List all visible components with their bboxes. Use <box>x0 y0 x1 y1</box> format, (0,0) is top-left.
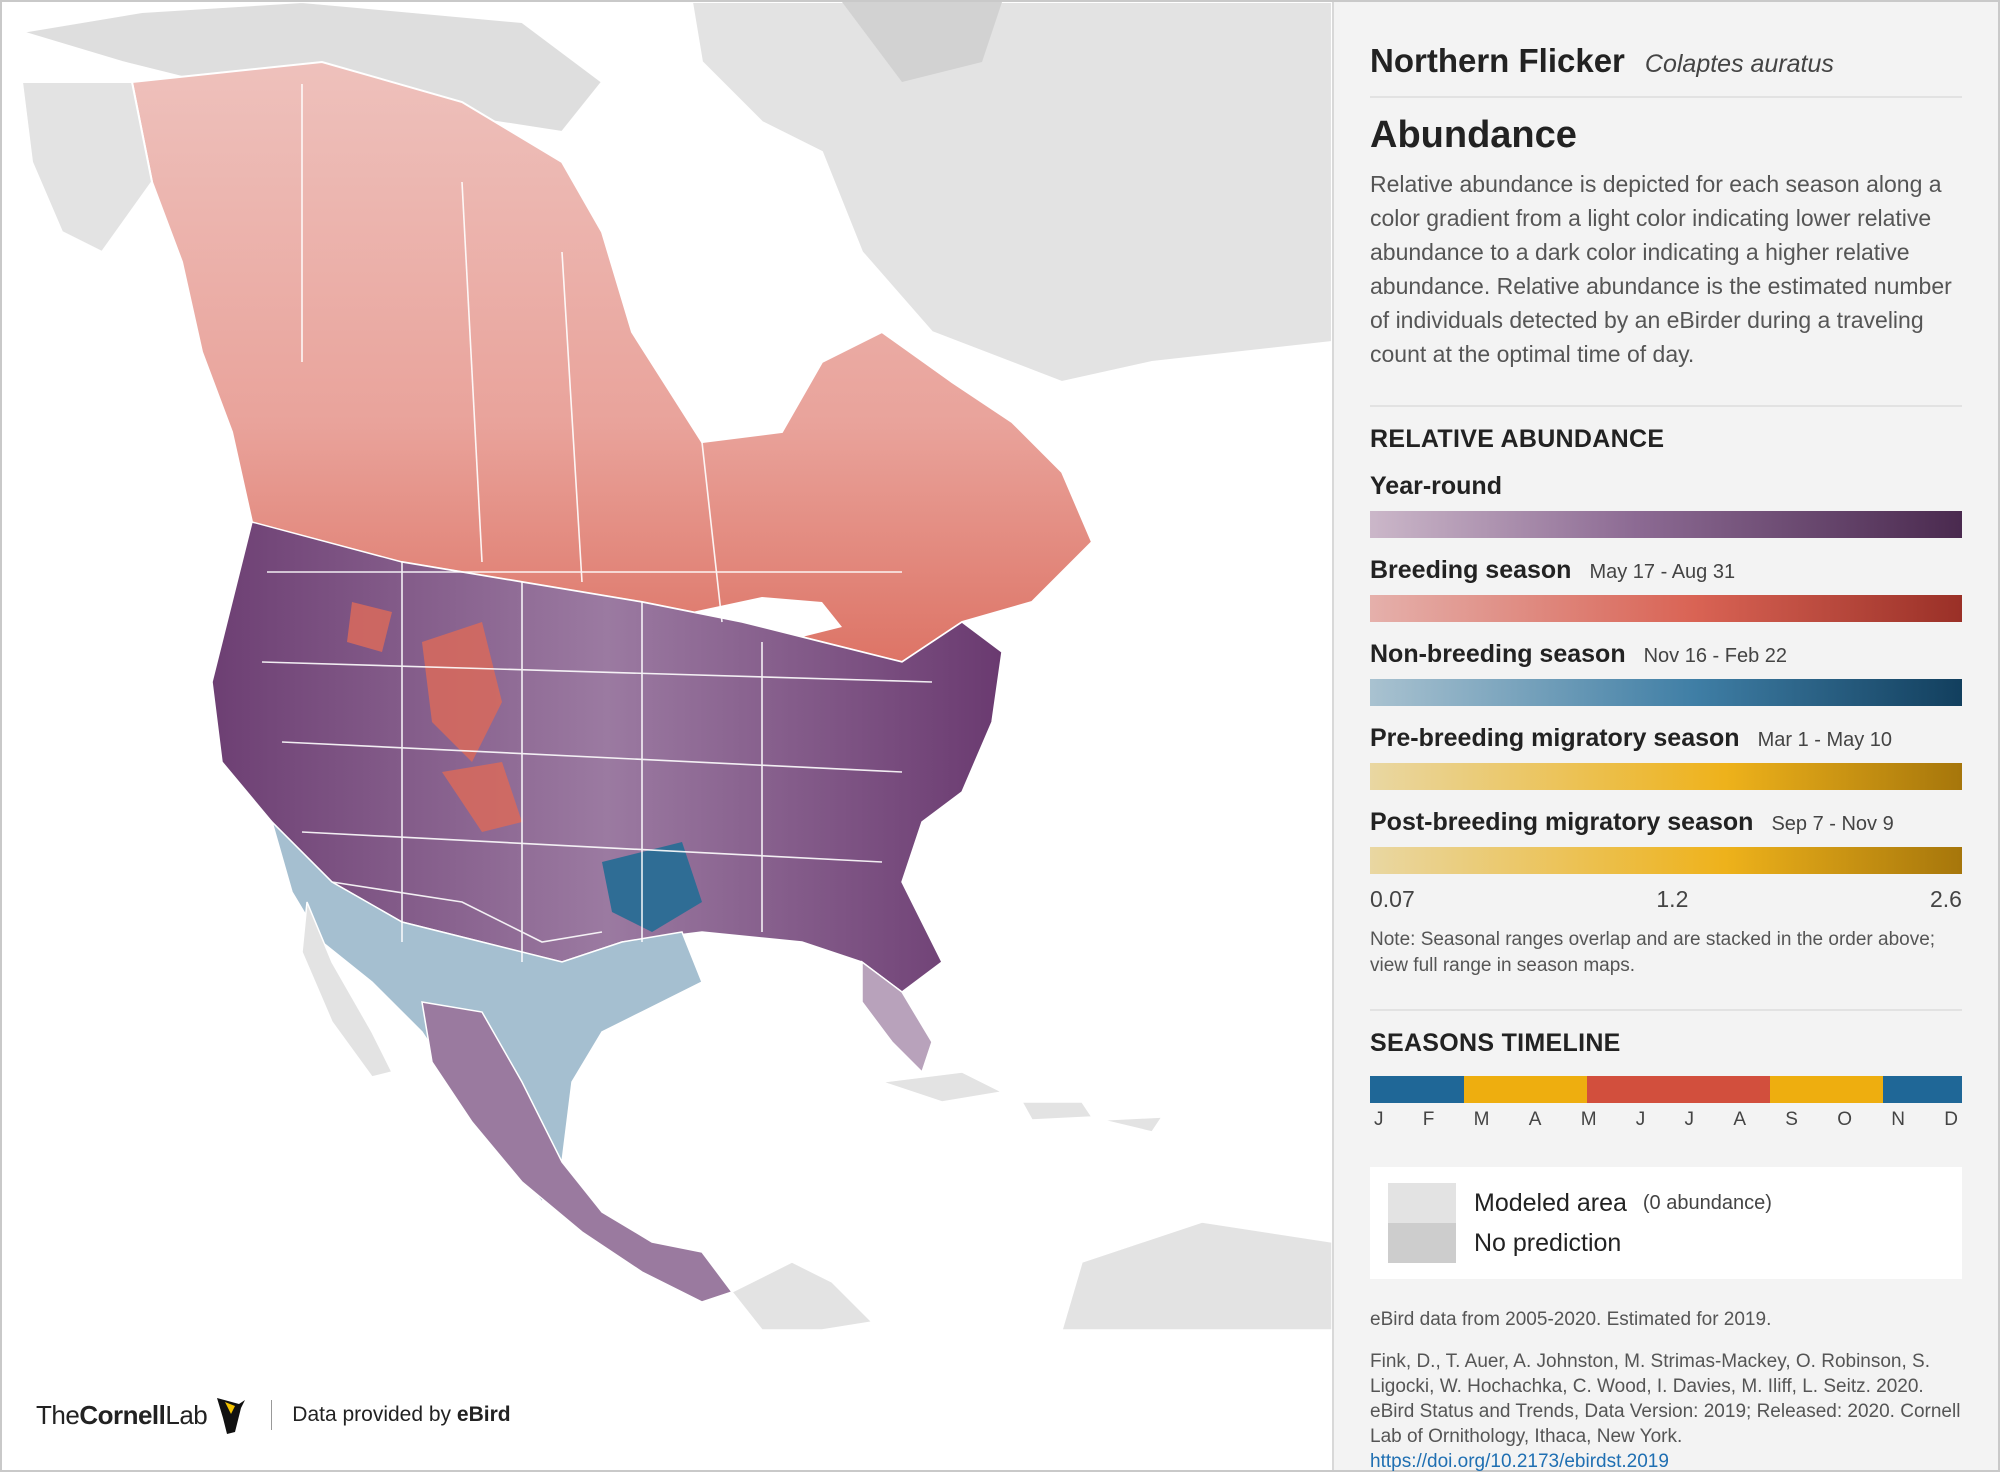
political-borders <box>261 84 933 962</box>
info-panel: Northern Flicker Colaptes auratus Abunda… <box>1332 2 1998 1472</box>
season-name: Year-round <box>1370 472 1502 500</box>
timeline-segment-breeding <box>1587 1076 1770 1103</box>
post-breeding-color-ramp <box>1370 847 1962 874</box>
map-legend-box: Modeled area (0 abundance) No prediction <box>1370 1167 1962 1279</box>
scale-mid: 1.2 <box>1656 886 1689 912</box>
ebird-credit[interactable]: Data provided by eBird <box>292 1403 511 1426</box>
season-dates: Mar 1 - May 10 <box>1757 729 1893 751</box>
baja-california <box>301 901 394 1078</box>
timeline-month-label: A <box>1733 1109 1746 1130</box>
seasons-timeline-bar <box>1370 1076 1962 1103</box>
timeline-month-label: D <box>1944 1109 1958 1130</box>
season-name: Post-breeding migratory season <box>1370 808 1754 836</box>
relative-abundance-heading: RELATIVE ABUNDANCE <box>1370 425 1665 453</box>
canada-breeding-range <box>130 60 1094 664</box>
timeline-segment-pre-breeding <box>1463 1076 1588 1103</box>
timeline-month-label: N <box>1891 1109 1905 1130</box>
modeled-area-sub: (0 abundance) <box>1642 1191 1772 1214</box>
no-prediction-label: No prediction <box>1474 1228 1622 1257</box>
range-map[interactable] <box>2 2 1332 1330</box>
season-dates: Nov 16 - Feb 22 <box>1643 645 1788 667</box>
map-canvas[interactable] <box>2 2 1332 1330</box>
season-dates: May 17 - Aug 31 <box>1589 561 1736 583</box>
scale-max: 2.6 <box>1930 886 1962 912</box>
central-america-caribbean <box>730 1071 1332 1330</box>
timeline-segment-non-breeding <box>1883 1076 1962 1103</box>
timeline-month-label: J <box>1684 1109 1695 1130</box>
season-name: Breeding season <box>1370 556 1572 584</box>
branding-footer: TheCornellLab Data provided by eBird <box>36 1390 511 1440</box>
rockies-breeding <box>347 602 522 832</box>
season-breeding: Breeding season May 17 - Aug 31 <box>1370 556 1962 622</box>
branding-separator <box>271 1400 273 1430</box>
season-year-round: Year-round <box>1370 472 1962 538</box>
modeled-area-label: Modeled area <box>1474 1188 1627 1217</box>
season-non-breeding: Non-breeding season Nov 16 - Feb 22 <box>1370 640 1962 706</box>
legend-no-prediction: No prediction <box>1388 1223 1944 1263</box>
timeline-month-label: J <box>1635 1109 1646 1130</box>
timeline-segment-non-breeding <box>1370 1076 1464 1103</box>
section-description: Relative abundance is depicted for each … <box>1370 167 1962 407</box>
season-name: Non-breeding season <box>1370 640 1626 668</box>
southwest-nonbreeding-range <box>270 819 703 1204</box>
alaska-west <box>20 81 154 254</box>
timeline-month-label: A <box>1528 1109 1542 1130</box>
season-dates: Sep 7 - Nov 9 <box>1771 813 1894 835</box>
legend-modeled-area: Modeled area (0 abundance) <box>1388 1183 1944 1223</box>
doi-link[interactable]: https://doi.org/10.2173/ebirdst.2019 <box>1370 1451 1669 1472</box>
season-name: Pre-breeding migratory season <box>1370 724 1740 752</box>
year-round-color-ramp <box>1370 511 1962 538</box>
citation: Fink, D., T. Auer, A. Johnston, M. Strim… <box>1370 1349 1962 1472</box>
species-title-row: Northern Flicker Colaptes auratus <box>1370 42 1962 98</box>
species-name: Northern Flicker <box>1370 42 1625 79</box>
season-pre-breeding: Pre-breeding migratory season Mar 1 - Ma… <box>1370 724 1962 790</box>
legend-note: Note: Seasonal ranges overlap and are st… <box>1370 927 1962 1011</box>
timeline-month-label: M <box>1473 1109 1490 1130</box>
modeled-area-swatch <box>1388 1183 1456 1223</box>
timeline-segment-post-breeding <box>1769 1076 1884 1103</box>
pre-breeding-color-ramp <box>1370 763 1962 790</box>
cornell-bird-icon <box>217 1398 246 1434</box>
section-title: Abundance <box>1370 114 1577 156</box>
timeline-month-label: O <box>1837 1109 1852 1130</box>
citation-text: Fink, D., T. Auer, A. Johnston, M. Strim… <box>1370 1351 1961 1447</box>
non-breeding-color-ramp <box>1370 679 1962 706</box>
florida <box>861 960 933 1074</box>
season-post-breeding: Post-breeding migratory season Sep 7 - N… <box>1370 808 1962 874</box>
scientific-name: Colaptes auratus <box>1644 50 1834 78</box>
timeline-month-label: M <box>1580 1109 1597 1130</box>
texas-dark-blue <box>602 842 702 932</box>
seasons-timeline-heading: SEASONS TIMELINE <box>1370 1029 1621 1057</box>
data-years: eBird data from 2005-2020. Estimated for… <box>1370 1309 1772 1330</box>
abundance-scale: 0.07 1.2 2.6 <box>1370 886 1962 913</box>
cornell-lab-logo[interactable]: TheCornellLab <box>36 1399 208 1430</box>
timeline-month-label: F <box>1422 1109 1435 1130</box>
timeline-month-label: S <box>1785 1109 1798 1130</box>
scale-min: 0.07 <box>1370 886 1415 912</box>
breeding-color-ramp <box>1370 595 1962 622</box>
no-prediction-swatch <box>1388 1223 1456 1263</box>
timeline-month-label: J <box>1374 1109 1384 1130</box>
